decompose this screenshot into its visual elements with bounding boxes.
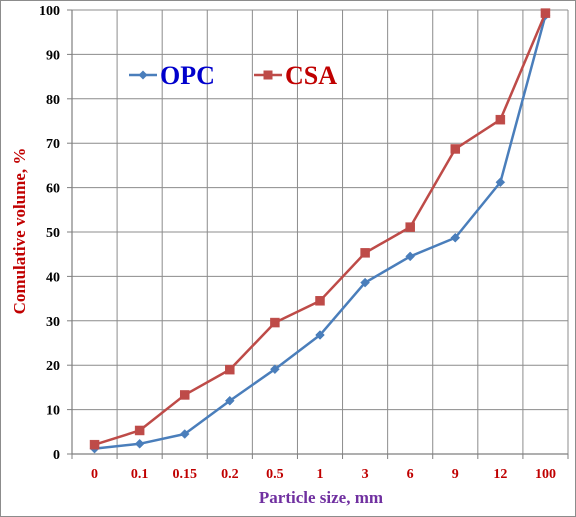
- x-tick-label: 0.5: [266, 467, 284, 482]
- data-point-opc: [179, 429, 190, 439]
- x-tick-label: 9: [452, 467, 459, 482]
- axes: [67, 9, 569, 459]
- x-tick-label: 1: [317, 467, 324, 482]
- y-axis-title: Comulative volume, %: [10, 148, 29, 315]
- y-tick-labels: 0 10 20 30 40 50 60 70 80 90 100: [39, 4, 60, 463]
- data-point-opc: [495, 177, 506, 188]
- y-tick-label: 50: [46, 226, 60, 241]
- legend-label-csa: CSA: [285, 61, 337, 90]
- data-point-csa: [360, 248, 370, 258]
- y-tick-label: 70: [46, 137, 60, 152]
- data-point-opc: [450, 232, 461, 243]
- data-point-csa: [540, 8, 551, 18]
- data-point-opc: [315, 330, 325, 340]
- data-point-opc: [134, 438, 145, 449]
- legend-label-opc: OPC: [160, 61, 215, 90]
- data-point-csa: [450, 144, 461, 154]
- y-tick-label: 40: [46, 270, 60, 285]
- data-point-opc: [270, 364, 280, 375]
- x-tick-label: 100: [535, 467, 556, 482]
- x-tick-label: 12: [493, 467, 507, 482]
- x-tick-labels: 0 0.1 0.15 0.2 0.5 1 3 6 9 12 100: [91, 467, 556, 482]
- x-tick-label: 6: [407, 467, 414, 482]
- x-tick-label: 0: [91, 467, 98, 482]
- data-point-csa: [495, 114, 506, 125]
- data-point-csa: [89, 439, 100, 450]
- data-point-csa: [179, 390, 190, 400]
- y-tick-label: 60: [46, 182, 60, 197]
- x-axis-title: Particle size, mm: [259, 488, 383, 507]
- y-tick-label: 100: [39, 4, 60, 19]
- x-tick-label: 0.15: [172, 467, 197, 482]
- series-lines: [89, 8, 551, 454]
- legend-marker-opc: [138, 70, 148, 80]
- legend: OPC CSA: [129, 61, 337, 90]
- y-tick-label: 0: [53, 448, 60, 463]
- data-point-opc: [360, 277, 370, 288]
- y-tick-label: 90: [46, 48, 60, 63]
- data-point-opc: [224, 395, 235, 406]
- data-point-csa: [315, 296, 325, 306]
- y-tick-label: 10: [46, 404, 60, 419]
- x-tick-label: 0.1: [131, 467, 149, 482]
- data-point-csa: [405, 222, 415, 232]
- legend-marker-csa: [263, 70, 273, 80]
- data-point-opc: [405, 251, 416, 262]
- data-point-csa: [225, 364, 235, 375]
- data-point-csa: [134, 425, 145, 436]
- x-tick-label: 3: [362, 467, 369, 482]
- y-tick-label: 30: [46, 315, 60, 330]
- data-point-csa: [270, 317, 280, 328]
- x-tick-label: 0.2: [221, 467, 239, 482]
- y-tick-label: 80: [46, 93, 60, 108]
- y-tick-label: 20: [46, 359, 60, 374]
